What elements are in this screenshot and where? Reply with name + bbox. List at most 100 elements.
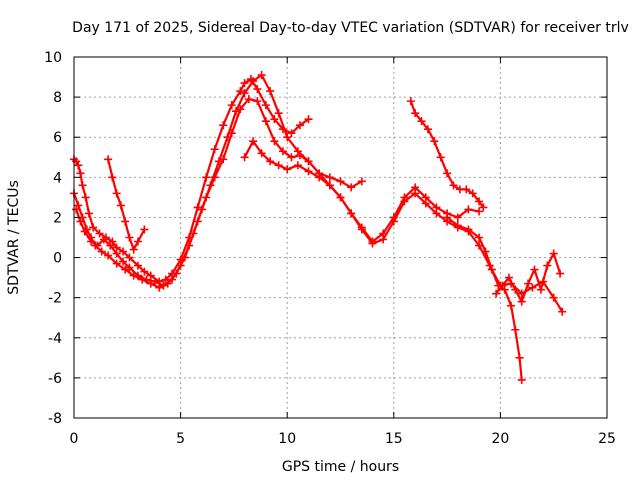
- data-point: [453, 221, 462, 230]
- data-point: [295, 121, 304, 130]
- data-point: [84, 209, 93, 218]
- data-point: [76, 169, 85, 178]
- data-point: [283, 165, 292, 174]
- series-arc-3: [72, 95, 567, 316]
- data-point: [274, 161, 283, 170]
- data-point: [240, 89, 249, 98]
- data-point: [517, 375, 526, 384]
- y-tick-label: 0: [53, 251, 62, 267]
- data-point: [236, 105, 245, 114]
- data-point: [155, 283, 164, 292]
- data-point: [104, 251, 113, 260]
- data-point: [417, 117, 426, 126]
- data-point: [121, 217, 130, 226]
- tick-layer: 0 5 10 15 20 25 -8 -6 -4 -2 0 2 4 6 8 10: [44, 50, 616, 447]
- data-point: [266, 87, 275, 96]
- x-tick-label: 0: [70, 431, 79, 447]
- grid-layer: [74, 57, 607, 418]
- y-tick-label: -6: [48, 371, 62, 387]
- data-point: [210, 173, 219, 182]
- data-point: [430, 137, 439, 146]
- data-point: [140, 225, 149, 234]
- data-point: [112, 249, 121, 258]
- data-point: [240, 153, 249, 162]
- data-point: [219, 155, 228, 164]
- series-line: [106, 158, 146, 251]
- data-point: [74, 161, 83, 170]
- data-point: [347, 209, 356, 218]
- data-point: [515, 353, 524, 362]
- data-point: [168, 275, 177, 284]
- plot-frame: [73, 56, 608, 419]
- data-point: [133, 261, 142, 270]
- data-point: [72, 205, 81, 214]
- data-point: [498, 281, 507, 290]
- data-point: [504, 273, 513, 282]
- data-point: [304, 167, 313, 176]
- data-point: [336, 193, 345, 202]
- series-arc-5: [240, 137, 484, 246]
- data-point: [436, 153, 445, 162]
- data-point: [193, 203, 202, 212]
- data-point: [151, 277, 160, 286]
- series-arc-8: [492, 249, 565, 306]
- x-tick-label: 10: [278, 431, 296, 447]
- data-point: [227, 101, 236, 110]
- data-point: [236, 87, 245, 96]
- data-point: [293, 147, 302, 156]
- data-point: [270, 137, 279, 146]
- x-axis-label: GPS time / hours: [282, 459, 399, 475]
- data-point: [116, 201, 125, 210]
- data-point: [558, 307, 567, 316]
- series-line: [446, 216, 523, 381]
- data-point: [278, 147, 287, 156]
- data-point: [357, 223, 366, 232]
- data-point: [253, 85, 262, 94]
- data-point: [295, 151, 304, 160]
- data-point: [129, 245, 138, 254]
- data-point: [176, 261, 185, 270]
- data-point: [368, 237, 377, 246]
- data-point: [249, 77, 258, 86]
- data-point: [202, 173, 211, 182]
- series-arc-7: [443, 213, 526, 384]
- data-point: [530, 265, 539, 274]
- data-point: [119, 257, 128, 266]
- data-point: [81, 193, 90, 202]
- data-point: [389, 213, 398, 222]
- series-arc-4: [104, 155, 149, 254]
- data-point: [287, 153, 296, 162]
- data-point: [133, 271, 142, 280]
- data-point: [511, 325, 520, 334]
- chart-title: Day 171 of 2025, Sidereal Day-to-day VTE…: [72, 20, 629, 36]
- data-point: [443, 213, 452, 222]
- data-point: [293, 161, 302, 170]
- y-tick-label: 2: [53, 210, 62, 226]
- series-layer: [70, 71, 567, 384]
- data-point: [78, 181, 87, 190]
- data-point: [449, 181, 458, 190]
- data-point: [108, 237, 117, 246]
- data-point: [244, 95, 253, 104]
- data-point: [202, 193, 211, 202]
- data-point: [500, 285, 509, 294]
- data-point: [524, 279, 533, 288]
- data-point: [336, 177, 345, 186]
- data-point: [406, 97, 415, 106]
- data-point: [125, 233, 134, 242]
- data-point: [511, 285, 520, 294]
- data-point: [481, 247, 490, 256]
- data-point: [475, 233, 484, 242]
- data-point: [261, 101, 270, 110]
- data-point: [227, 129, 236, 138]
- data-point: [253, 97, 262, 106]
- data-point: [99, 235, 108, 244]
- data-point: [159, 281, 168, 290]
- data-point: [464, 225, 473, 234]
- data-point: [104, 155, 113, 164]
- data-point: [517, 297, 526, 306]
- data-point: [93, 241, 102, 250]
- data-point: [421, 193, 430, 202]
- data-point: [475, 207, 484, 216]
